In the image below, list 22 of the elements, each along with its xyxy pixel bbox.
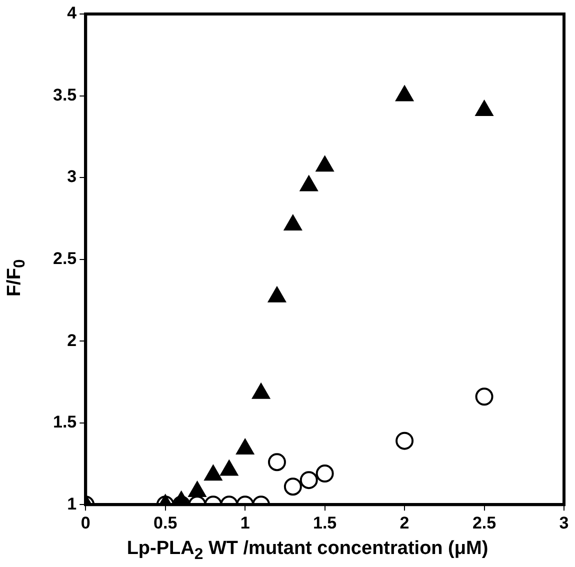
point	[252, 383, 270, 399]
y-tick-label: 2.5	[52, 248, 77, 268]
y-tick-label: 3.5	[52, 85, 77, 104]
y-tick-label: 2	[67, 330, 77, 350]
x-tick-label: 2.5	[472, 513, 496, 532]
x-tick-label: 1	[240, 513, 250, 532]
x-tick-label: 0	[80, 513, 90, 532]
x-tick-label: 1.5	[312, 513, 337, 532]
x-tick-label: 2	[400, 513, 410, 532]
y-tick-label: 1.5	[52, 412, 77, 432]
point	[284, 214, 302, 230]
point	[300, 176, 318, 192]
point	[396, 86, 414, 102]
x-tick-label: 3	[559, 513, 569, 532]
point	[316, 156, 334, 172]
y-tick-label: 3	[67, 167, 77, 186]
x-axis-title: Lp-PLA$_{2}$ WT /mutant concentration (μM)	[126, 538, 490, 564]
point	[268, 286, 286, 302]
y-tick-label: 4	[67, 4, 78, 23]
y-tick-label: 1	[67, 494, 77, 514]
point	[475, 100, 494, 116]
x-tick-label: 0.5	[154, 513, 178, 532]
